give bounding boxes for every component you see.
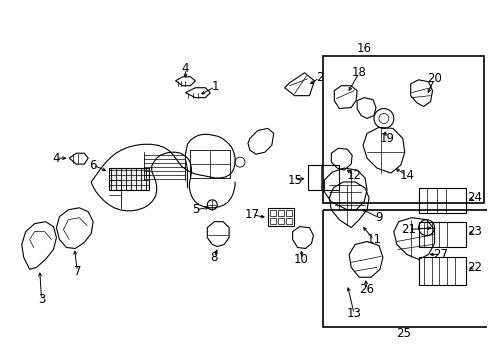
- Bar: [285, 210, 291, 216]
- Text: 23: 23: [466, 225, 481, 238]
- Text: 14: 14: [398, 168, 413, 181]
- Bar: [323, 56, 483, 203]
- Text: 12: 12: [346, 168, 361, 181]
- Text: 4: 4: [53, 152, 60, 165]
- Text: 25: 25: [395, 327, 410, 340]
- Bar: [418, 257, 466, 285]
- Text: 3: 3: [38, 293, 45, 306]
- Bar: [323, 210, 488, 327]
- Text: 22: 22: [466, 261, 481, 274]
- Text: 6: 6: [89, 159, 97, 172]
- Text: 11: 11: [366, 233, 381, 246]
- Text: 19: 19: [379, 132, 394, 145]
- Text: 16: 16: [356, 41, 371, 54]
- Text: 1: 1: [211, 80, 219, 93]
- Text: 20: 20: [426, 72, 441, 85]
- Bar: [277, 218, 283, 224]
- Bar: [285, 218, 291, 224]
- Text: 10: 10: [293, 253, 308, 266]
- Text: 24: 24: [466, 192, 481, 204]
- Text: 13: 13: [346, 307, 361, 320]
- Text: 5: 5: [191, 203, 199, 216]
- Text: 15: 15: [286, 174, 302, 186]
- Bar: [307, 165, 339, 190]
- Text: 18: 18: [351, 66, 366, 79]
- Bar: [277, 210, 283, 216]
- Text: 8: 8: [210, 251, 218, 264]
- Text: 2: 2: [315, 71, 323, 84]
- Bar: [109, 168, 148, 190]
- Text: 17: 17: [244, 208, 259, 221]
- Bar: [418, 188, 466, 213]
- Text: 7: 7: [73, 265, 81, 278]
- Bar: [418, 222, 466, 247]
- Text: 4: 4: [182, 62, 189, 75]
- Bar: [269, 218, 275, 224]
- Text: 21: 21: [400, 223, 415, 236]
- Bar: [267, 208, 293, 226]
- Text: 9: 9: [374, 211, 382, 224]
- Text: 26: 26: [359, 283, 374, 296]
- Text: 27: 27: [432, 248, 447, 261]
- Bar: [269, 210, 275, 216]
